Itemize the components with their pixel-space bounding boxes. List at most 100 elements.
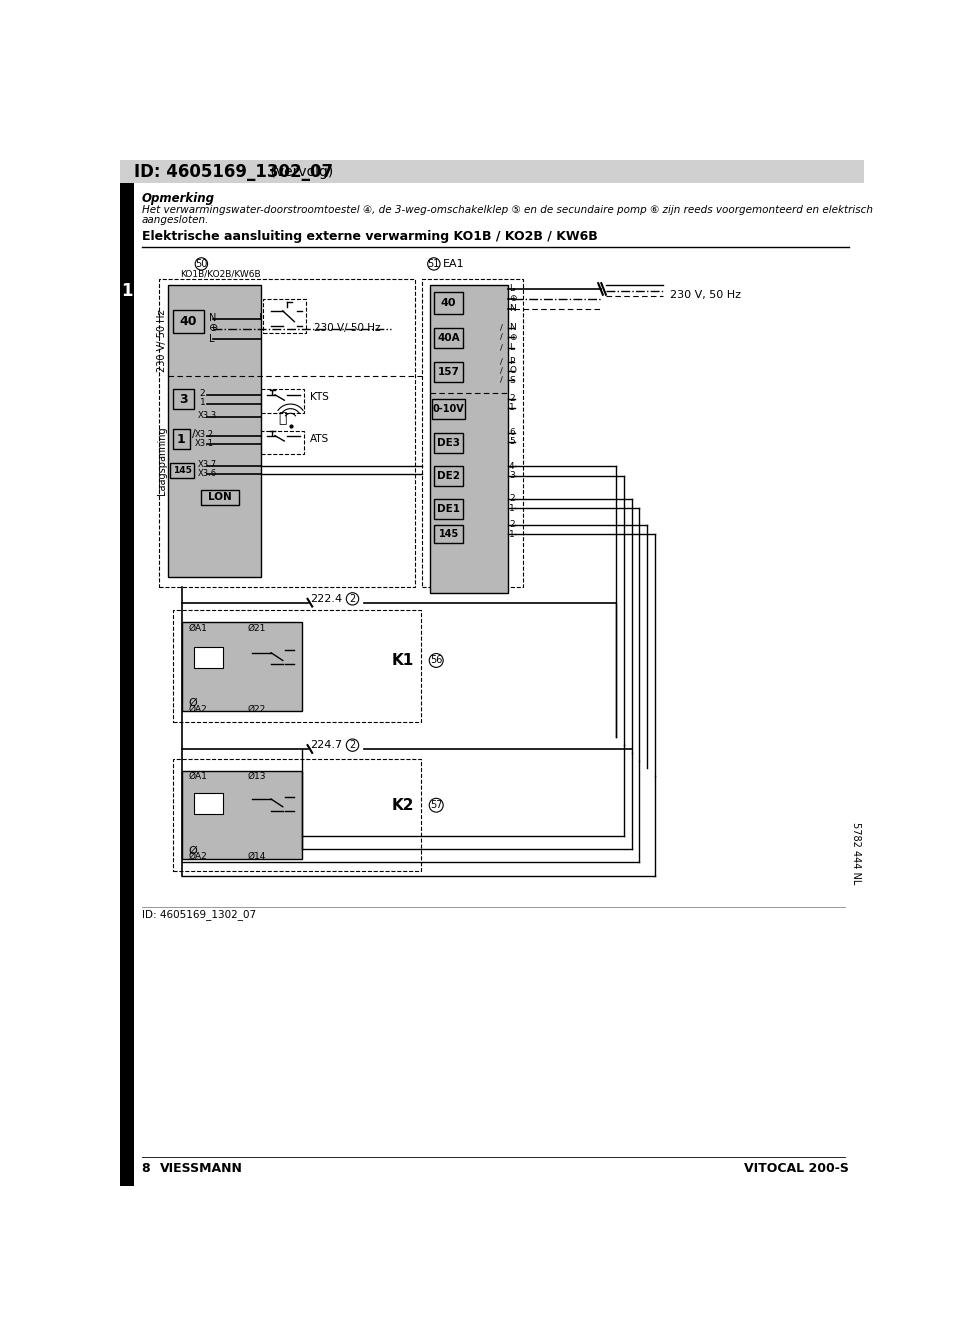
Text: 5782 444 NL: 5782 444 NL bbox=[852, 821, 861, 884]
Text: 40A: 40A bbox=[438, 333, 460, 343]
Text: ØA2: ØA2 bbox=[188, 852, 207, 861]
Text: 224.7: 224.7 bbox=[310, 740, 342, 750]
Text: 145: 145 bbox=[439, 529, 459, 539]
Bar bbox=[261, 389, 303, 412]
Text: 1: 1 bbox=[509, 404, 515, 412]
Text: 51: 51 bbox=[428, 259, 440, 269]
Bar bbox=[182, 623, 302, 710]
Text: /: / bbox=[192, 429, 196, 439]
Text: DE2: DE2 bbox=[437, 472, 460, 481]
Text: Ø: Ø bbox=[188, 697, 197, 708]
Text: L: L bbox=[509, 344, 514, 352]
Bar bbox=[173, 389, 194, 409]
Text: 57: 57 bbox=[430, 800, 443, 810]
Bar bbox=[173, 758, 420, 870]
Bar bbox=[263, 299, 306, 333]
Text: 222.4: 222.4 bbox=[310, 595, 342, 604]
Text: VIESSMANN: VIESSMANN bbox=[160, 1162, 243, 1176]
Text: 3: 3 bbox=[509, 471, 515, 480]
Text: Opmerking: Opmerking bbox=[142, 192, 215, 205]
Bar bbox=[434, 432, 464, 453]
Text: 1: 1 bbox=[177, 433, 185, 447]
Bar bbox=[168, 285, 261, 577]
Text: 145: 145 bbox=[173, 465, 191, 475]
Text: 40: 40 bbox=[180, 315, 197, 328]
Text: ∕: ∕ bbox=[500, 344, 503, 352]
Bar bbox=[120, 160, 864, 183]
Text: ID: 4605169_1302_07: ID: 4605169_1302_07 bbox=[134, 163, 333, 180]
Text: ID: 4605169_1302_07: ID: 4605169_1302_07 bbox=[142, 909, 255, 920]
Text: ⊕: ⊕ bbox=[509, 295, 516, 303]
Text: ∕: ∕ bbox=[500, 332, 503, 341]
Text: 2: 2 bbox=[509, 495, 515, 504]
Text: DE1: DE1 bbox=[437, 504, 460, 513]
Text: Ø22: Ø22 bbox=[248, 705, 266, 714]
Text: O: O bbox=[509, 367, 516, 376]
Text: 230 V, 50 Hz: 230 V, 50 Hz bbox=[670, 289, 741, 300]
Text: Laagspanning: Laagspanning bbox=[156, 427, 167, 495]
Bar bbox=[194, 793, 223, 814]
Text: X3.1: X3.1 bbox=[195, 439, 214, 448]
Text: N: N bbox=[209, 313, 217, 323]
Text: Ø: Ø bbox=[188, 845, 197, 856]
Bar bbox=[422, 280, 523, 588]
Text: 8: 8 bbox=[142, 1162, 151, 1176]
Bar bbox=[173, 311, 204, 333]
Text: 1: 1 bbox=[509, 529, 515, 539]
Text: ∕: ∕ bbox=[500, 357, 503, 367]
Bar bbox=[173, 611, 420, 722]
Text: ∕: ∕ bbox=[500, 367, 503, 376]
Text: KTS: KTS bbox=[310, 392, 328, 403]
Text: 230 V/ 50 Hz: 230 V/ 50 Hz bbox=[314, 323, 380, 333]
Text: X3.6: X3.6 bbox=[198, 469, 217, 477]
Text: K2: K2 bbox=[392, 797, 414, 813]
Text: 40: 40 bbox=[441, 299, 456, 308]
Text: Ø13: Ø13 bbox=[248, 772, 266, 780]
Text: ⊕: ⊕ bbox=[509, 332, 516, 341]
Text: P: P bbox=[509, 357, 515, 367]
Text: L: L bbox=[509, 284, 514, 293]
Text: Elektrische aansluiting externe verwarming KO1B / KO2B / KW6B: Elektrische aansluiting externe verwarmi… bbox=[142, 231, 597, 244]
Text: DE3: DE3 bbox=[437, 437, 460, 448]
Text: X3.2: X3.2 bbox=[195, 431, 214, 440]
Text: KO1B/KO2B/KW6B: KO1B/KO2B/KW6B bbox=[180, 269, 261, 279]
Text: 6: 6 bbox=[509, 428, 515, 437]
Text: 50: 50 bbox=[195, 259, 207, 269]
Text: 1: 1 bbox=[200, 399, 205, 407]
Text: ∕: ∕ bbox=[500, 376, 503, 385]
Text: 1: 1 bbox=[121, 281, 132, 300]
Bar bbox=[194, 647, 223, 668]
Bar bbox=[173, 429, 190, 449]
Bar bbox=[120, 183, 134, 1186]
Bar bbox=[202, 489, 239, 505]
Text: VITOCAL 200-S: VITOCAL 200-S bbox=[744, 1162, 849, 1176]
Text: 5: 5 bbox=[509, 437, 515, 447]
Text: 157: 157 bbox=[438, 367, 460, 377]
Bar bbox=[434, 499, 464, 519]
Bar bbox=[158, 280, 415, 588]
Text: (vervolg): (vervolg) bbox=[266, 164, 333, 179]
Text: 2: 2 bbox=[509, 395, 515, 403]
Bar bbox=[432, 399, 465, 419]
Text: K1: K1 bbox=[392, 653, 414, 668]
Text: ØA2: ØA2 bbox=[188, 705, 207, 714]
Text: ⚿: ⚿ bbox=[278, 412, 287, 425]
Text: ⊕: ⊕ bbox=[209, 323, 219, 333]
Text: ATS: ATS bbox=[310, 433, 329, 444]
Text: ØA1: ØA1 bbox=[188, 772, 207, 780]
Text: S: S bbox=[509, 376, 515, 385]
Text: aangesloten.: aangesloten. bbox=[142, 215, 209, 225]
Bar bbox=[434, 525, 464, 544]
Bar bbox=[170, 463, 194, 479]
Text: 2: 2 bbox=[200, 389, 205, 397]
Text: 2: 2 bbox=[349, 740, 355, 750]
Text: N: N bbox=[509, 304, 516, 313]
Bar bbox=[261, 431, 303, 455]
Text: 56: 56 bbox=[430, 656, 443, 665]
Bar bbox=[434, 467, 464, 487]
Bar bbox=[430, 285, 508, 593]
Text: 230 V/ 50 Hz: 230 V/ 50 Hz bbox=[156, 309, 167, 372]
Text: X3.7: X3.7 bbox=[198, 460, 217, 469]
Text: 0-10V: 0-10V bbox=[433, 404, 465, 413]
Bar bbox=[434, 292, 464, 315]
